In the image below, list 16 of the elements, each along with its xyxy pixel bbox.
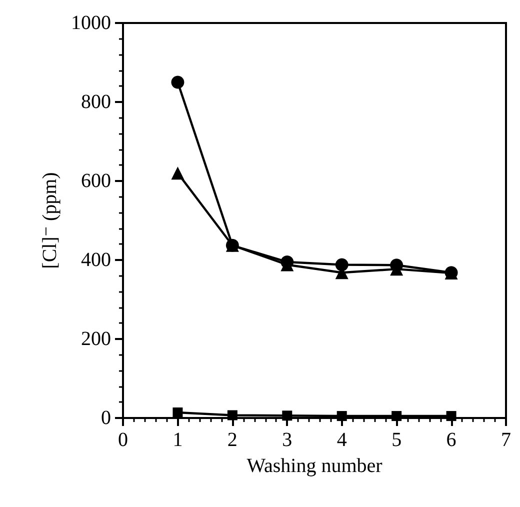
y-tick-label: 600 <box>81 170 111 192</box>
x-axis-title: Washing number <box>246 455 383 477</box>
x-tick-label: 3 <box>282 429 292 451</box>
x-tick-label: 1 <box>172 429 183 451</box>
x-tick-label: 7 <box>501 429 511 451</box>
x-tick-label: 0 <box>118 429 128 451</box>
x-tick-label: 2 <box>227 429 238 451</box>
y-tick-label: 800 <box>81 91 111 113</box>
x-tick-label: 6 <box>446 429 456 451</box>
x-tick-label: 4 <box>336 429 347 451</box>
y-tick-label: 1000 <box>71 12 111 34</box>
x-tick-label: 5 <box>392 429 402 451</box>
y-tick-label: 400 <box>81 249 111 271</box>
y-axis-title: [Cl]⁻ (ppm) <box>39 172 62 269</box>
y-tick-label: 200 <box>81 328 111 350</box>
y-tick-label: 0 <box>101 407 111 429</box>
